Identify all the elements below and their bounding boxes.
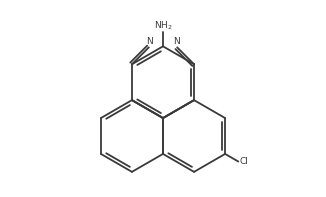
Text: Cl: Cl [239, 157, 248, 166]
Text: N: N [173, 37, 179, 46]
Text: NH$_2$: NH$_2$ [154, 19, 172, 32]
Text: N: N [147, 37, 153, 46]
